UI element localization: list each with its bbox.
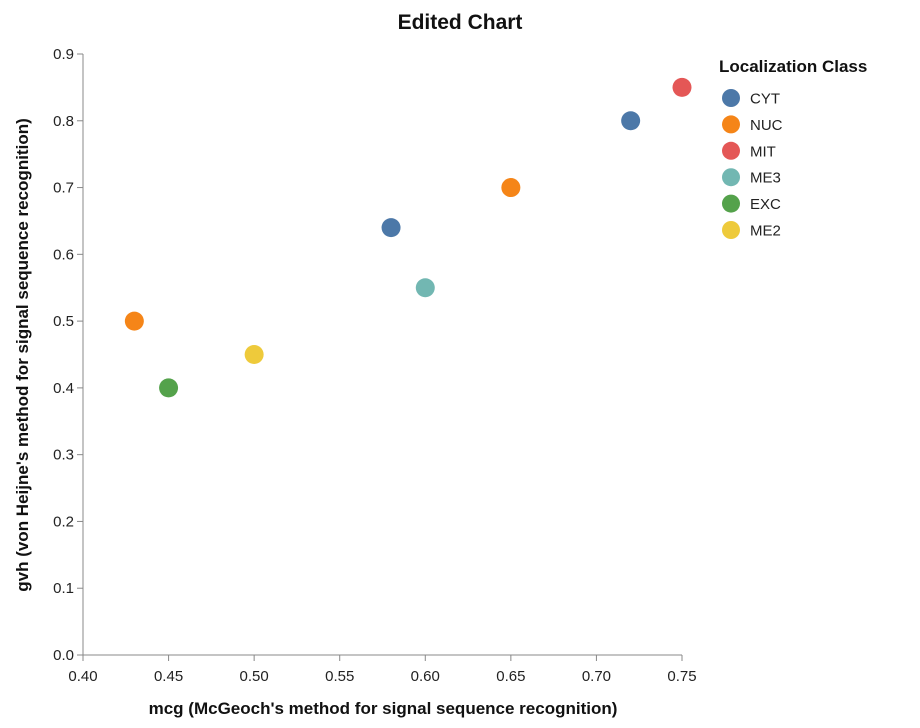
y-tick-label: 0.6	[53, 246, 74, 263]
x-tick-label: 0.75	[667, 668, 696, 685]
legend-swatch-mit	[722, 141, 740, 160]
y-tick-label: 0.8	[53, 113, 74, 130]
data-point-cyt	[621, 111, 641, 131]
y-axis-title: gvh (von Heijne's method for signal sequ…	[13, 118, 32, 592]
x-tick-label: 0.55	[325, 668, 354, 685]
x-tick-label: 0.65	[496, 668, 525, 685]
axes: 0.40 0.45 0.50 0.55 0.60 0.65 0.70 0.75 0.0 0.1 0.…	[53, 46, 696, 685]
data-point-mit	[672, 77, 692, 97]
data-point-me3	[415, 278, 435, 298]
legend-label-me3: ME3	[750, 170, 781, 187]
data-point-exc	[159, 378, 179, 398]
legend-swatch-cyt	[722, 89, 740, 107]
data-point-cyt	[381, 218, 401, 238]
legend-label-cyt: CYT	[750, 91, 780, 108]
x-tick-label: 0.45	[154, 668, 183, 685]
y-tick-label: 0.9	[53, 46, 74, 63]
legend-swatch-nuc	[722, 115, 740, 134]
legend-label-exc: EXC	[750, 196, 781, 213]
y-tick-label: 0.4	[53, 380, 74, 397]
y-tick-label: 0.2	[53, 513, 74, 530]
y-tick-label: 0.3	[53, 447, 74, 464]
chart-title: Edited Chart	[398, 11, 523, 34]
legend: Localization Class CYT NUC MIT ME3 EXC ME2	[719, 57, 867, 240]
legend-label-nuc: NUC	[750, 117, 783, 134]
legend-title: Localization Class	[719, 57, 867, 76]
legend-swatch-me3	[722, 168, 740, 187]
y-tick-label: 0.7	[53, 180, 74, 197]
data-point-nuc	[124, 311, 144, 331]
x-axis-title: mcg (McGeoch's method for signal sequenc…	[149, 699, 618, 718]
data-points	[124, 77, 692, 398]
legend-label-me2: ME2	[750, 223, 781, 240]
legend-swatch-exc	[722, 194, 740, 213]
y-tick-label: 0.1	[53, 580, 74, 597]
legend-swatch-me2	[722, 221, 740, 239]
x-tick-label: 0.60	[411, 668, 440, 685]
x-tick-label: 0.70	[582, 668, 611, 685]
x-tick-label: 0.40	[68, 668, 97, 685]
x-tick-label: 0.50	[240, 668, 269, 685]
legend-label-mit: MIT	[750, 143, 776, 160]
y-tick-label: 0.0	[53, 647, 74, 664]
data-point-nuc	[501, 178, 521, 198]
data-point-me2	[244, 345, 264, 364]
y-tick-label: 0.5	[53, 313, 74, 330]
